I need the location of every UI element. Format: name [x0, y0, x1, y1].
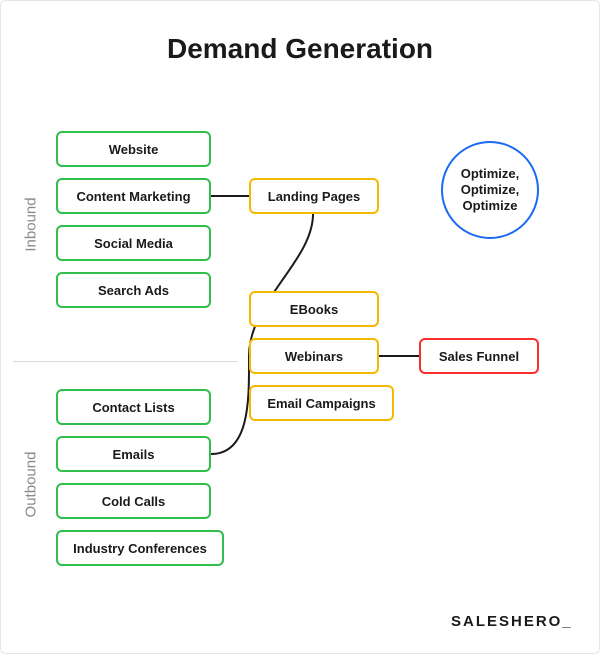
- node-label: Email Campaigns: [267, 396, 375, 411]
- node-industry-conferences: Industry Conferences: [56, 530, 224, 566]
- circle-line: Optimize,: [461, 166, 520, 182]
- node-email-campaigns: Email Campaigns: [249, 385, 394, 421]
- node-website: Website: [56, 131, 211, 167]
- node-cold-calls: Cold Calls: [56, 483, 211, 519]
- node-webinars: Webinars: [249, 338, 379, 374]
- inbound-label: Inbound: [23, 195, 40, 255]
- node-emails: Emails: [56, 436, 211, 472]
- node-social-media: Social Media: [56, 225, 211, 261]
- node-label: Sales Funnel: [439, 349, 519, 364]
- outbound-label: Outbound: [23, 450, 40, 520]
- node-label: Website: [109, 142, 159, 157]
- node-label: Landing Pages: [268, 189, 360, 204]
- node-label: Emails: [113, 447, 155, 462]
- node-label: EBooks: [290, 302, 338, 317]
- node-optimize: Optimize,Optimize,Optimize: [441, 141, 539, 239]
- node-search-ads: Search Ads: [56, 272, 211, 308]
- node-ebooks: EBooks: [249, 291, 379, 327]
- node-contact-lists: Contact Lists: [56, 389, 211, 425]
- node-label: Social Media: [94, 236, 173, 251]
- node-sales-funnel: Sales Funnel: [419, 338, 539, 374]
- section-divider: [13, 361, 238, 362]
- node-label: Content Marketing: [76, 189, 190, 204]
- connector-emails-to-webinars: [211, 356, 249, 454]
- node-label: Cold Calls: [102, 494, 166, 509]
- node-label: Search Ads: [98, 283, 169, 298]
- connector-landing-to-webinars: [249, 214, 313, 356]
- circle-line: Optimize,: [461, 182, 520, 198]
- node-label: Webinars: [285, 349, 343, 364]
- node-label: Contact Lists: [92, 400, 174, 415]
- brand-logo: SALESHERO_: [451, 613, 573, 630]
- node-label: Industry Conferences: [73, 541, 207, 556]
- page-title: Demand Generation: [1, 33, 599, 65]
- node-landing-pages: Landing Pages: [249, 178, 379, 214]
- circle-line: Optimize: [463, 198, 518, 214]
- node-content-marketing: Content Marketing: [56, 178, 211, 214]
